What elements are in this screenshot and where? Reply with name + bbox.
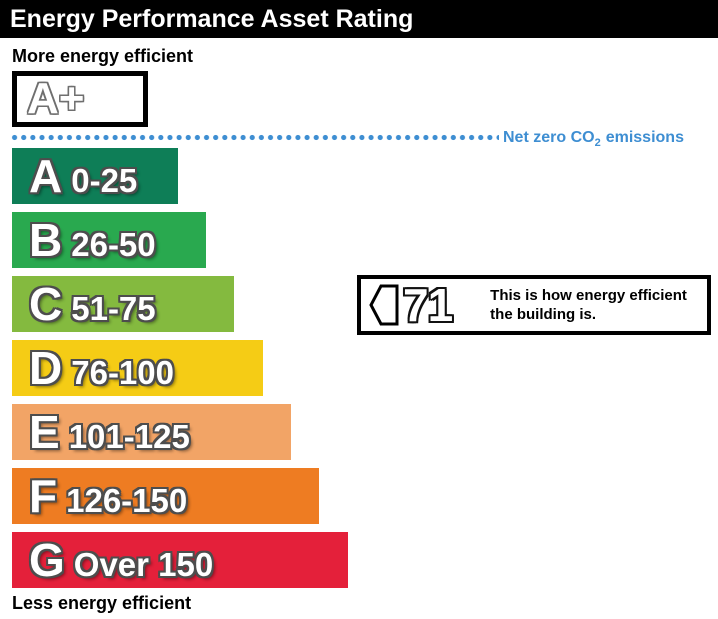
band-a-plus-label: A+ [27,74,85,123]
band-a-plus: A+ [12,71,148,127]
rating-band-c: C 51-75 [12,276,234,332]
band-letter: D [29,342,63,394]
band-range: 51-75 [71,290,156,327]
net-zero-subscript: 2 [594,137,601,150]
left-pointer-icon [369,284,399,326]
band-range: Over 150 [73,546,214,583]
band-letter: C [29,278,63,330]
band-letter: B [29,214,63,266]
net-zero-suffix: emissions [605,129,684,146]
less-efficient-label: Less energy efficient [12,593,192,613]
band-range: 101-125 [68,418,190,455]
net-zero-label: Net zero CO2 emissions [503,129,684,149]
rating-band-d: D 76-100 [12,340,263,396]
net-zero-dotted-line-icon [10,133,499,142]
rating-band-a: A 0-25 [12,148,178,204]
more-efficient-label: More energy efficient [12,46,194,66]
band-range: 26-50 [71,226,156,263]
rating-band-g: G Over 150 [12,532,348,588]
rating-bands: A 0-25 B 26-50 C 51-75 D 76-100 E 101-125 F 12… [12,148,348,596]
band-letter: F [29,470,58,522]
band-letter: A [29,150,63,202]
current-rating-value: 71 [403,279,453,331]
chart-title: Energy Performance Asset Rating [10,5,414,33]
band-letter: G [29,534,65,586]
net-zero-prefix: Net zero CO [503,129,595,146]
band-range: 0-25 [71,162,138,199]
rating-band-e: E 101-125 [12,404,291,460]
band-range: 76-100 [71,354,174,391]
description-line-2: the building is. [490,306,596,323]
band-letter: E [29,406,60,458]
chart-title-bar: Energy Performance Asset Rating [0,0,718,38]
rating-band-b: B 26-50 [12,212,206,268]
current-rating-description: This is how energy efficient the buildin… [490,286,702,324]
rating-band-f: F 126-150 [12,468,319,524]
band-range: 126-150 [66,482,188,519]
current-rating-pointer: 71 This is how energy efficient the buil… [357,275,711,335]
description-line-1: This is how energy efficient [490,287,687,304]
